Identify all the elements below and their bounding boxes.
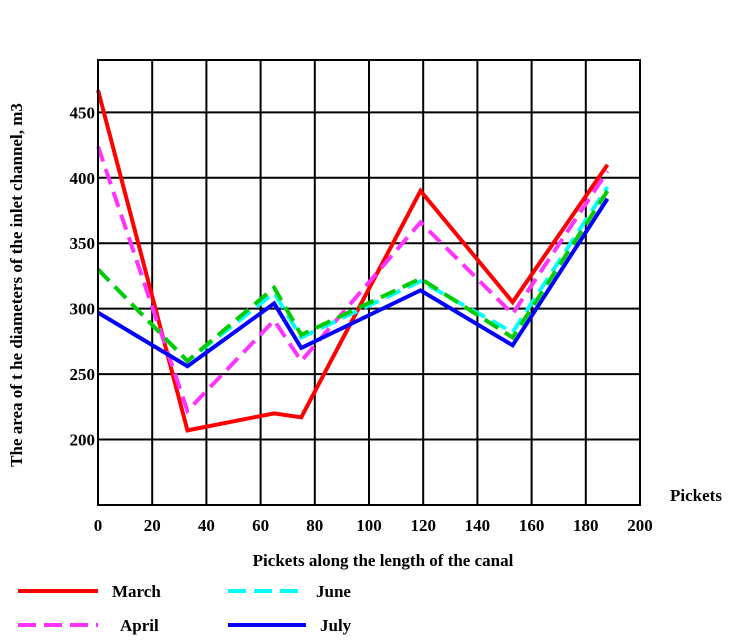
- legend-label-july: July: [320, 616, 352, 635]
- x-axis-end-label: Pickets: [670, 486, 722, 505]
- x-tick-label: 40: [198, 516, 215, 535]
- x-tick-label: 20: [144, 516, 161, 535]
- series-lines: [96, 89, 610, 433]
- x-tick-label: 160: [519, 516, 545, 535]
- legend-label-march: March: [112, 582, 161, 601]
- x-tick-label: 0: [94, 516, 103, 535]
- legend-label-april: April: [120, 616, 159, 635]
- legend: March June April July: [18, 582, 352, 635]
- y-tick-label: 450: [70, 103, 96, 122]
- y-tick-labels: 200 250 300 350 400 450: [70, 103, 96, 449]
- y-tick-label: 400: [70, 169, 96, 188]
- plot-border: [97, 59, 641, 506]
- y-tick-label: 350: [70, 234, 96, 253]
- x-tick-labels: 0 20 40 60 80 100 120 140 160 180 200: [94, 516, 653, 535]
- x-tick-label: 60: [252, 516, 269, 535]
- series-line-april: [96, 145, 610, 415]
- y-tick-label: 200: [70, 431, 96, 450]
- series-line-march: [96, 89, 610, 433]
- y-tick-label: 300: [70, 300, 96, 319]
- x-tick-label: 120: [410, 516, 436, 535]
- x-tick-label: 200: [627, 516, 653, 535]
- y-axis-title: The area of t he diameters of the inlet …: [7, 103, 26, 467]
- x-tick-label: 80: [306, 516, 323, 535]
- series-line-green: [96, 189, 610, 364]
- x-tick-label: 140: [465, 516, 491, 535]
- series-line-july: [96, 197, 610, 369]
- x-axis-title: Pickets along the length of the canal: [253, 551, 514, 570]
- x-tick-label: 100: [356, 516, 382, 535]
- legend-label-june: June: [316, 582, 351, 601]
- y-tick-label: 250: [70, 365, 96, 384]
- x-tick-label: 180: [573, 516, 599, 535]
